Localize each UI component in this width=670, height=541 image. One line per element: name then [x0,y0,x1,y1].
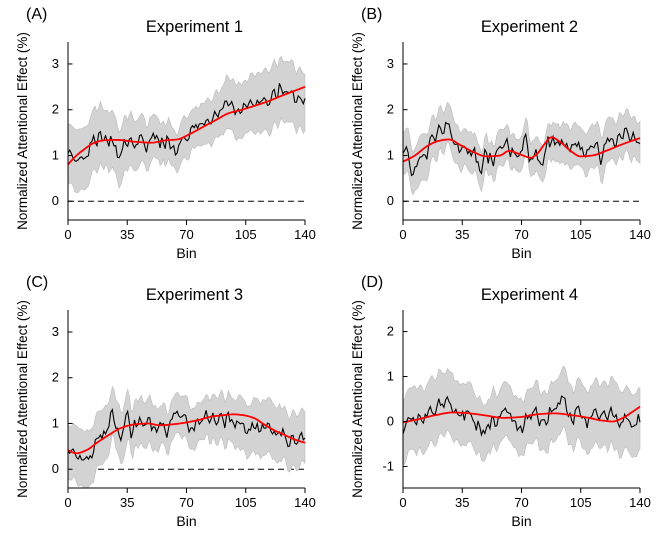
svg-text:35: 35 [120,227,134,242]
svg-text:105: 105 [570,227,592,242]
svg-text:2: 2 [52,102,59,117]
svg-text:(D): (D) [361,274,383,291]
svg-text:0: 0 [399,495,406,510]
svg-text:Bin: Bin [511,513,531,529]
svg-text:140: 140 [629,227,651,242]
svg-text:70: 70 [514,495,528,510]
svg-text:3: 3 [387,56,394,71]
svg-text:Bin: Bin [176,245,196,261]
svg-text:2: 2 [52,370,59,385]
svg-text:1: 1 [387,147,394,162]
svg-text:0: 0 [387,413,394,428]
svg-text:105: 105 [570,495,592,510]
svg-text:140: 140 [294,495,316,510]
svg-text:Normalized Attentional Effect: Normalized Attentional Effect (%) [15,32,30,230]
svg-text:140: 140 [629,495,651,510]
svg-text:(B): (B) [361,6,382,23]
svg-text:Experiment 3: Experiment 3 [146,286,243,304]
svg-text:Experiment 1: Experiment 1 [146,18,243,36]
svg-text:3: 3 [52,56,59,71]
svg-text:140: 140 [294,227,316,242]
svg-text:2: 2 [387,102,394,117]
svg-text:0: 0 [399,227,406,242]
svg-text:70: 70 [179,227,193,242]
svg-text:(C): (C) [26,274,48,291]
svg-text:70: 70 [179,495,193,510]
svg-text:105: 105 [235,495,257,510]
svg-text:35: 35 [120,495,134,510]
svg-text:0: 0 [387,193,394,208]
svg-text:2: 2 [387,324,394,339]
svg-text:0: 0 [52,461,59,476]
svg-text:3: 3 [52,324,59,339]
svg-text:1: 1 [387,369,394,384]
svg-text:Bin: Bin [176,513,196,529]
svg-text:Normalized Attentional Effect: Normalized Attentional Effect (%) [15,300,30,498]
svg-text:0: 0 [52,193,59,208]
svg-text:1: 1 [52,147,59,162]
svg-text:35: 35 [455,495,469,510]
svg-text:105: 105 [235,227,257,242]
svg-text:Experiment 4: Experiment 4 [481,286,578,304]
svg-text:Experiment 2: Experiment 2 [481,18,578,36]
svg-text:1: 1 [52,415,59,430]
svg-text:0: 0 [64,495,71,510]
svg-text:Normalized Attentional Effect: Normalized Attentional Effect (%) [350,32,365,230]
svg-text:35: 35 [455,227,469,242]
svg-text:70: 70 [514,227,528,242]
svg-text:(A): (A) [26,6,47,23]
svg-text:-1: -1 [382,458,394,473]
svg-text:Bin: Bin [511,245,531,261]
svg-text:Normalized Attentional Effect: Normalized Attentional Effect (%) [350,300,365,498]
svg-text:0: 0 [64,227,71,242]
